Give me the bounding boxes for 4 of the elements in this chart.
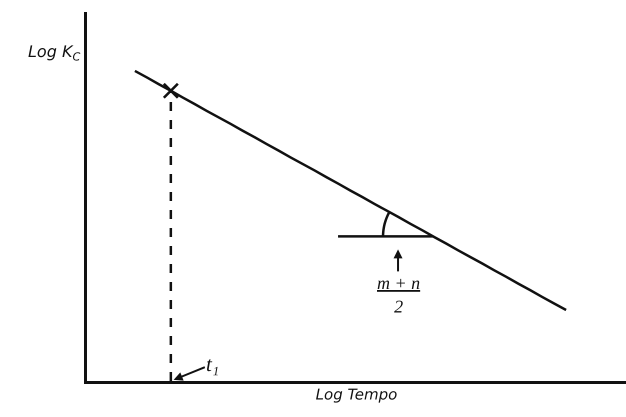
y-axis-title: Log K$_{C}$ [28,42,80,64]
annotation: m + n 2 [377,273,420,316]
x-axis-title: Log Tempo [316,385,398,404]
text: t₁ [206,352,220,376]
